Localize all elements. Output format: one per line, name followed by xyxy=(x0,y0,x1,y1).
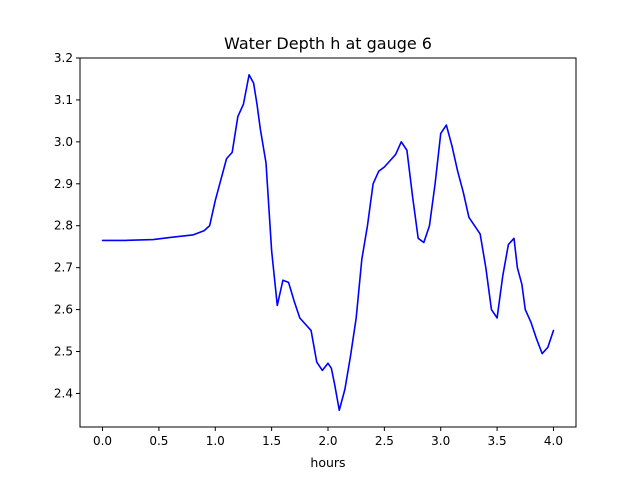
x-tick-label: 3.5 xyxy=(488,434,507,448)
y-tick-label: 2.5 xyxy=(54,345,73,359)
x-tick-label: 1.0 xyxy=(206,434,225,448)
y-tick-label: 2.6 xyxy=(54,303,73,317)
chart-title: Water Depth h at gauge 6 xyxy=(224,34,432,53)
y-tick-label: 2.7 xyxy=(54,261,73,275)
x-tick-label: 4.0 xyxy=(544,434,563,448)
x-axis: 0.0 0.5 1.0 1.5 2.0 2.5 3.0 3.5 4.0 xyxy=(93,427,563,448)
y-tick-label: 2.8 xyxy=(54,219,73,233)
x-tick-label: 1.5 xyxy=(262,434,281,448)
y-tick-label: 2.9 xyxy=(54,177,73,191)
x-tick-label: 3.0 xyxy=(431,434,450,448)
y-tick-label: 3.1 xyxy=(54,93,73,107)
x-tick-label: 2.0 xyxy=(318,434,337,448)
x-axis-label: hours xyxy=(310,455,345,470)
x-tick-label: 2.5 xyxy=(375,434,394,448)
x-tick-label: 0.0 xyxy=(93,434,112,448)
x-tick-label: 0.5 xyxy=(149,434,168,448)
y-tick-label: 2.4 xyxy=(54,386,73,400)
y-tick-label: 3.0 xyxy=(54,135,73,149)
plot-area xyxy=(101,73,555,412)
plot-frame xyxy=(79,57,577,428)
y-tick-label: 3.2 xyxy=(54,51,73,65)
series-line-0 xyxy=(101,73,555,412)
y-axis: 2.4 2.5 2.6 2.7 2.8 2.9 3.0 3.1 3.2 xyxy=(54,51,80,400)
